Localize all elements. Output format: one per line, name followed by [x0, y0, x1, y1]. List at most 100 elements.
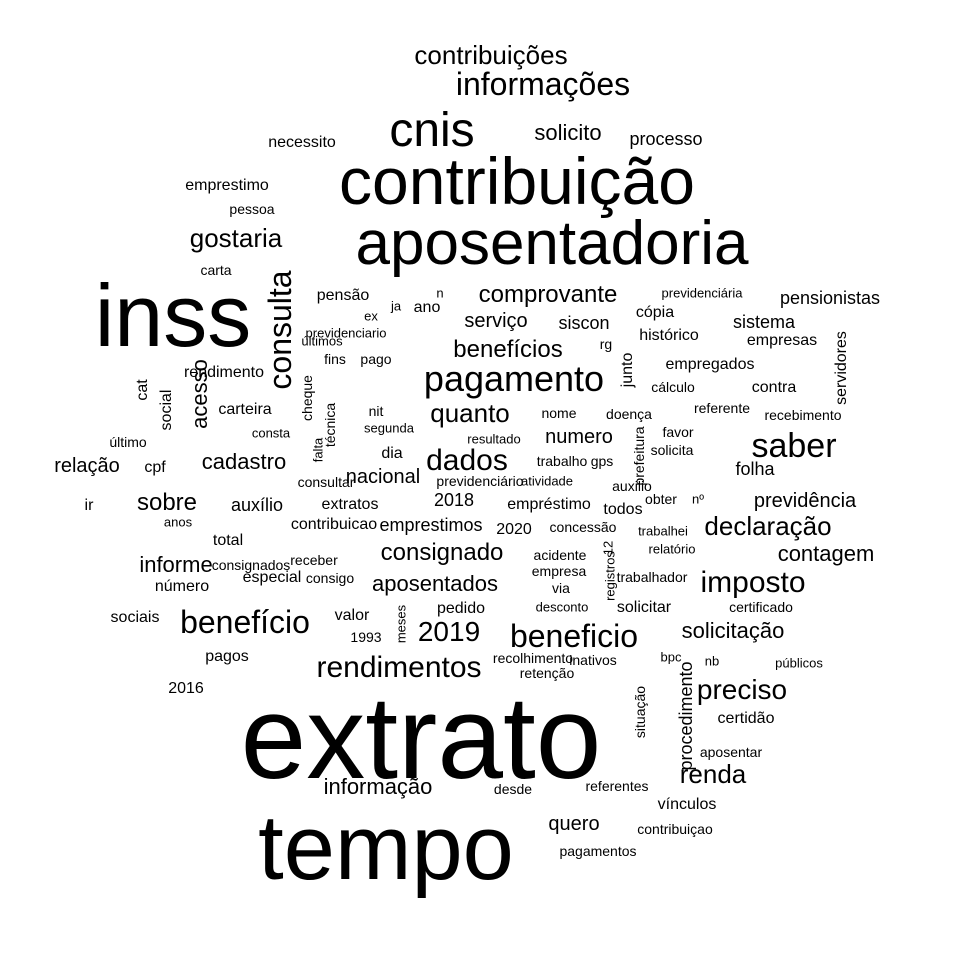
word-nº: nº	[692, 491, 704, 507]
word-relatório: relatório	[648, 541, 696, 557]
word-retenção: retenção	[519, 665, 575, 681]
word-empregados: empregados	[665, 356, 755, 373]
word-consta: consta	[251, 425, 291, 441]
word-sobre: sobre	[136, 489, 198, 516]
word-cálculo: cálculo	[651, 379, 695, 395]
word-solicita: solicita	[650, 442, 694, 458]
word-declaração: declaração	[704, 511, 832, 541]
word-emprestimos: emprestimos	[379, 515, 483, 535]
word-trabalhador: trabalhador	[616, 569, 688, 585]
word-aposentados: aposentados	[372, 571, 498, 596]
word-cadastro: cadastro	[201, 449, 287, 474]
word-dados: dados	[426, 444, 508, 477]
word-pago: pago	[360, 351, 392, 367]
word-contagem: contagem	[777, 541, 875, 566]
word-último: último	[109, 434, 147, 450]
word-contra: contra	[751, 379, 797, 396]
word-ex: ex	[364, 308, 378, 324]
word-servidores: servidores	[833, 331, 850, 405]
word-contribuicao: contribuicao	[290, 516, 378, 533]
word-favor: favor	[662, 424, 694, 440]
word-segunda: segunda	[364, 420, 414, 436]
word-concessão: concessão	[549, 519, 617, 535]
word-inativos: inativos	[569, 652, 617, 668]
word-referente: referente	[693, 400, 751, 416]
word-n: n	[436, 285, 444, 301]
word-previdência: previdência	[753, 490, 857, 512]
word-imposto: imposto	[700, 566, 806, 599]
word-aposentar: aposentar	[699, 744, 763, 760]
word-referentes: referentes	[585, 778, 649, 794]
word-carta: carta	[200, 262, 232, 278]
word-necessito: necessito	[268, 134, 336, 151]
word-recebimento: recebimento	[764, 407, 842, 423]
word-extratos: extratos	[321, 496, 379, 513]
word-solicitação: solicitação	[681, 618, 785, 643]
word-saber: saber	[751, 427, 837, 465]
word-inss: inss	[94, 266, 252, 365]
word-2016: 2016	[168, 680, 204, 697]
word-2020: 2020	[496, 521, 532, 538]
word-trabalho: trabalho	[536, 453, 588, 469]
word-benefício: benefício	[180, 604, 310, 640]
word-situação: situação	[632, 685, 648, 739]
word-sociais: sociais	[110, 609, 160, 626]
word-acidente: acidente	[533, 547, 587, 563]
word-nacional: nacional	[345, 466, 421, 488]
word-pensão: pensão	[316, 287, 370, 304]
word-resultado: resultado	[467, 431, 521, 447]
word-obter: obter	[645, 491, 677, 507]
word-solicito: solicito	[534, 120, 602, 145]
word-ja: ja	[390, 298, 402, 314]
word-cpf: cpf	[144, 459, 166, 476]
word-preciso: preciso	[696, 674, 788, 705]
word-cópia: cópia	[635, 304, 675, 321]
word-atividade: atividade	[520, 473, 574, 489]
word-comprovante: comprovante	[478, 281, 618, 308]
word-aposentadoria: aposentadoria	[355, 209, 749, 278]
word-trabalhei: trabalhei	[638, 523, 688, 539]
word-2019: 2019	[417, 616, 481, 647]
word-contribuições: contribuições	[414, 40, 568, 70]
word-rendimento: rendimento	[183, 364, 265, 381]
word-nome: nome	[541, 405, 577, 421]
word-bpc: bpc	[660, 649, 682, 665]
word-recolhimento: recolhimento	[492, 650, 574, 666]
word-quanto: quanto	[430, 398, 510, 428]
word-prefeitura: prefeitura	[631, 426, 647, 486]
word-social: social	[158, 389, 175, 431]
word-receber: receber	[290, 552, 338, 568]
word-consignados: consignados	[211, 557, 291, 573]
word-certidão: certidão	[717, 710, 775, 727]
word-consultar: consultar	[297, 474, 355, 490]
word-auxilio: auxilio	[612, 478, 652, 494]
word-serviço: serviço	[464, 310, 528, 332]
word-especial: especial	[242, 569, 302, 586]
word-pagamentos: pagamentos	[559, 843, 637, 859]
word-consignado: consignado	[380, 539, 504, 566]
word-cat: cat	[134, 379, 151, 401]
word-certificado: certificado	[729, 599, 793, 615]
word-informações: informações	[455, 66, 631, 102]
word-previdenciario: previdenciario	[305, 325, 387, 341]
word-sistema: sistema	[732, 312, 796, 332]
word-nb: nb	[704, 653, 720, 669]
word-procedimento: procedimento	[676, 661, 696, 771]
word-gps: gps	[590, 453, 614, 469]
word-falta: falta	[310, 437, 326, 463]
word-cheque: cheque	[299, 375, 315, 421]
word-todos: todos	[603, 501, 643, 518]
word-folha: folha	[735, 459, 775, 479]
word-2018: 2018	[433, 490, 475, 510]
word-dia: dia	[381, 445, 403, 462]
word-consigo: consigo	[305, 570, 355, 586]
word-meses: meses	[393, 604, 409, 644]
word-desconto: desconto	[535, 599, 589, 615]
word-processo: processo	[629, 129, 703, 149]
word-rg: rg	[599, 336, 613, 352]
word-gostaria: gostaria	[189, 223, 283, 253]
word-rendimentos: rendimentos	[316, 651, 482, 684]
word-benefícios: benefícios	[453, 336, 563, 363]
word-contribuição: contribuição	[339, 144, 695, 218]
